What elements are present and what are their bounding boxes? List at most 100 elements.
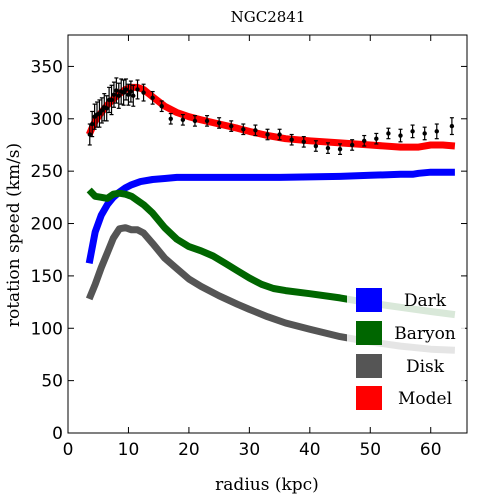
- observed-point: [119, 78, 124, 105]
- data-marker: [87, 132, 92, 137]
- observed-point: [128, 80, 134, 103]
- observed-point: [434, 123, 439, 140]
- plot-frame: [67, 34, 468, 434]
- observed-point: [121, 79, 126, 106]
- chart-legend: Dark Baryon Disk Model: [347, 277, 465, 419]
- data-marker: [325, 145, 331, 151]
- data-marker: [313, 143, 319, 149]
- data-marker: [126, 92, 131, 97]
- observed-point: [159, 100, 164, 113]
- y-tick-label: 350: [31, 57, 63, 77]
- observed-point: [106, 86, 112, 114]
- plot-border: [67, 34, 468, 434]
- data-marker: [89, 121, 95, 127]
- observed-point: [301, 135, 306, 148]
- legend-label-model: Model: [398, 389, 452, 409]
- data-marker: [109, 97, 114, 103]
- y-axis-label: rotation speed (km/s): [4, 143, 24, 327]
- observed-point: [289, 133, 294, 146]
- data-marker: [135, 87, 140, 92]
- data-marker: [398, 133, 403, 138]
- legend-swatch-disk: [356, 354, 382, 378]
- legend-swatch-dark: [356, 288, 382, 312]
- data-marker: [111, 92, 117, 97]
- data-marker: [114, 88, 119, 93]
- y-tick-label: 150: [31, 267, 63, 287]
- observed-point: [111, 81, 117, 108]
- y-tick-label: 0: [52, 424, 63, 444]
- data-marker: [349, 142, 355, 148]
- observed-point: [131, 84, 136, 107]
- data-marker: [192, 118, 198, 124]
- data-marker: [362, 138, 367, 143]
- observed-point: [337, 143, 343, 155]
- legend-swatch-model: [356, 386, 382, 410]
- data-marker: [374, 136, 379, 141]
- observed-point: [116, 82, 121, 109]
- observed-point: [241, 123, 246, 136]
- data-marker: [241, 127, 246, 132]
- observed-point: [97, 99, 102, 128]
- legend-label-disk: Disk: [406, 357, 445, 377]
- data-marker: [386, 131, 391, 136]
- data-marker: [434, 129, 439, 134]
- data-marker: [128, 89, 134, 94]
- data-marker: [116, 93, 121, 98]
- observed-point: [374, 132, 379, 145]
- legend-label-baryon: Baryon: [394, 324, 456, 344]
- x-tick-label: 50: [359, 440, 381, 460]
- observed-point: [168, 112, 173, 125]
- data-marker: [229, 123, 234, 129]
- x-tick-label: 60: [420, 440, 442, 460]
- data-marker: [131, 93, 136, 98]
- y-tick-label: 50: [41, 372, 63, 392]
- observed-point: [410, 124, 415, 139]
- observed-point: [229, 120, 234, 132]
- observed-point: [150, 90, 155, 105]
- data-marker: [449, 123, 455, 129]
- y-tick-label: 100: [31, 319, 63, 339]
- observed-point: [192, 115, 198, 127]
- data-marker: [180, 117, 186, 123]
- observed-point: [204, 115, 210, 127]
- data-marker: [289, 137, 294, 142]
- data-marker: [410, 129, 415, 134]
- y-tick-label: 200: [31, 215, 63, 235]
- x-tick-label: 10: [118, 440, 140, 460]
- x-tick-label: 0: [63, 440, 74, 460]
- data-marker: [277, 132, 282, 137]
- data-marker: [121, 90, 126, 95]
- observed-point: [135, 79, 140, 100]
- observed-point: [99, 97, 105, 124]
- observed-point: [104, 95, 109, 122]
- legend-label-dark: Dark: [404, 291, 447, 311]
- data-marker: [253, 128, 258, 133]
- observed-point: [277, 128, 282, 141]
- observed-point: [216, 117, 222, 129]
- data-marker: [123, 87, 129, 92]
- observed-point: [325, 142, 331, 154]
- x-axis-label: radius (kpc): [215, 475, 319, 495]
- observed-point: [349, 139, 355, 151]
- observed-point: [362, 134, 367, 147]
- data-marker: [104, 106, 109, 111]
- data-marker: [301, 139, 306, 145]
- y-tick-label: 250: [31, 162, 63, 182]
- observed-point: [114, 77, 119, 104]
- x-tick-label: 20: [178, 440, 200, 460]
- observed-point: [313, 140, 319, 152]
- data-marker: [150, 95, 155, 101]
- observed-point: [109, 84, 114, 116]
- x-tick-label: 30: [239, 440, 261, 460]
- observed-point: [123, 78, 129, 101]
- data-marker: [99, 108, 105, 113]
- data-marker: [204, 118, 210, 124]
- chart-title: NGC2841: [231, 8, 306, 26]
- legend-swatch-baryon: [356, 321, 382, 345]
- observed-point: [126, 83, 131, 106]
- observed-point: [449, 117, 455, 136]
- data-marker: [216, 120, 222, 126]
- observed-point: [89, 110, 95, 138]
- y-tick-label: 300: [31, 110, 63, 130]
